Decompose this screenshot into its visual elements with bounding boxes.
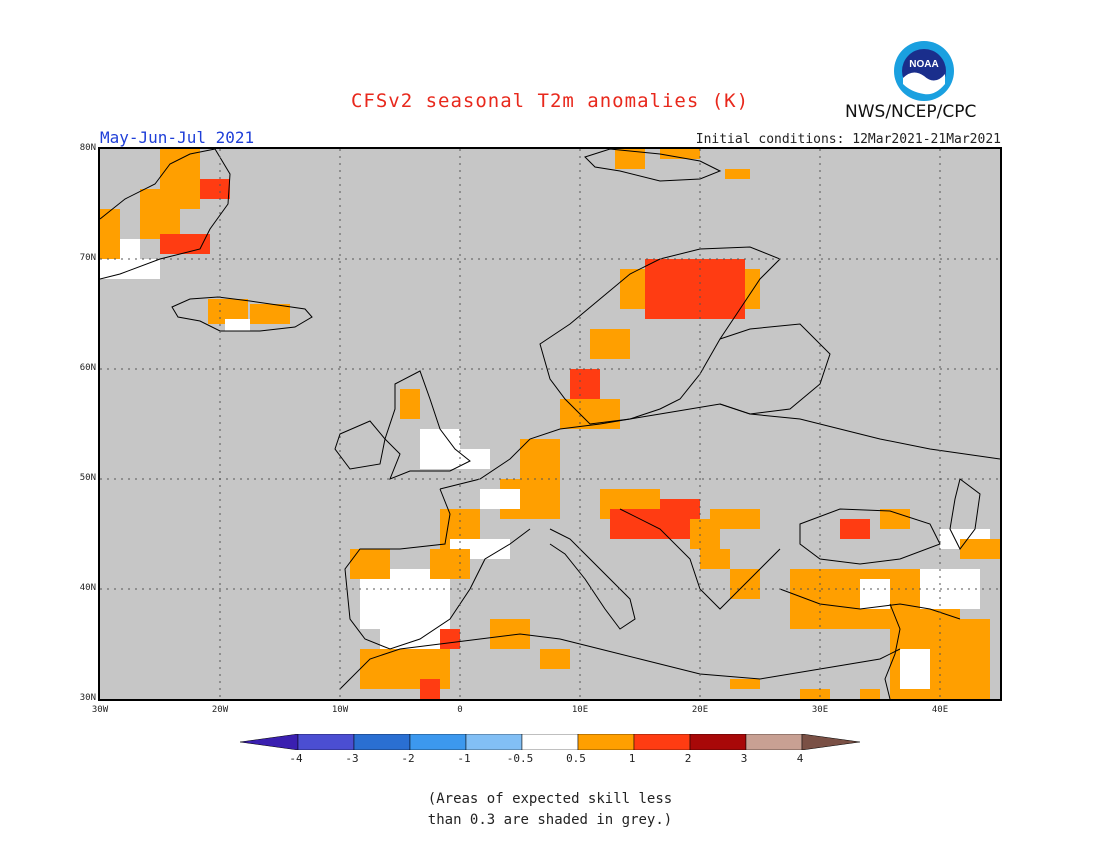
lon-label: 10W [331,705,349,715]
anomaly-cell [700,549,730,569]
anomaly-cell [460,449,490,469]
anomaly-map [98,147,1002,701]
colorbar-tick-label: 4 [796,752,804,765]
lat-label: 70N [79,253,96,263]
agency-label: NWS/NCEP/CPC [845,102,977,122]
lon-label: 20E [691,705,709,715]
colorbar-segment [801,733,861,751]
lat-label: 40N [79,583,96,593]
anomaly-cell [710,509,760,529]
colorbar-segment [745,733,803,751]
lon-label: 20W [211,705,229,715]
anomaly-cell [960,539,1000,559]
colorbar-tick-label: 3 [740,752,748,765]
anomaly-cell [880,509,910,529]
forecast-period: May-Jun-Jul 2021 [100,128,255,147]
anomaly-cell [900,649,930,689]
coastlines [100,149,1000,699]
map-title: CFSv2 seasonal T2m anomalies (K) [350,90,750,112]
colorbar-segment [409,733,467,751]
colorbar-canvas [239,733,861,751]
anomaly-cell [225,319,250,331]
lon-label: 30W [91,705,109,715]
colorbar [239,733,862,754]
colorbar-tick-label: -3 [345,752,359,765]
colorbar-tick-label: 2 [684,752,692,765]
colorbar-segment [297,733,355,751]
lat-label: 30N [79,693,96,703]
anomaly-cell [250,304,290,324]
initial-conditions: Initial conditions: 12Mar2021-21Mar2021 [695,132,1001,147]
anomaly-cell [800,689,830,699]
colorbar-segment [465,733,523,751]
lon-label: 0 [457,705,463,715]
anomaly-cell [660,149,700,159]
anomaly-cell [520,439,560,479]
colorbar-tick-label: -2 [401,752,415,765]
colorbar-tick-label: -4 [289,752,303,765]
lat-label: 50N [79,473,96,483]
colorbar-segment [239,733,299,751]
anomaly-cell [100,259,160,279]
lat-label: 80N [79,143,96,153]
anomaly-cell [420,429,460,469]
colorbar-tick-label: 1 [628,752,636,765]
noaa-logo-text: NOAA [909,59,938,70]
anomaly-cell [840,519,870,539]
anomaly-cell [430,549,470,579]
colorbar-segment [689,733,747,751]
anomaly-cell [725,169,750,179]
noaa-logo: NOAA [893,40,955,102]
colorbar-segment [353,733,411,751]
lon-label: 40E [931,705,949,715]
colorbar-tick-label: -1 [457,752,471,765]
graticule [100,149,1000,699]
anomaly-cell [160,149,200,209]
lon-label: 30E [811,705,829,715]
footnote-line: (Areas of expected skill less [427,791,673,807]
anomaly-cell [480,489,520,509]
anomaly-cell [730,679,760,689]
anomaly-cell [590,329,630,359]
colorbar-segment [633,733,691,751]
colorbar-tick-label: 0.5 [566,752,586,765]
colorbar-segment [577,733,635,751]
colorbar-tick-label: -0.5 [506,752,534,765]
anomaly-cell [400,389,420,419]
anomaly-cell [160,234,210,254]
anomaly-cell [540,649,570,669]
lon-label: 10E [571,705,589,715]
anomaly-cell [420,679,440,699]
lat-label: 60N [79,363,96,373]
anomaly-cell [860,689,880,699]
anomaly-cell [860,579,890,609]
footnote-line: than 0.3 are shaded in grey.) [427,812,673,828]
colorbar-segment [521,733,579,751]
anomaly-cell [200,179,230,199]
anomaly-cell [570,369,600,399]
anomaly-cell [440,629,460,649]
anomaly-cell [920,569,980,609]
anomaly-cell [615,149,645,169]
anomaly-cells [100,149,1000,699]
anomaly-cell [645,259,745,319]
anomaly-map-canvas [100,149,1000,699]
